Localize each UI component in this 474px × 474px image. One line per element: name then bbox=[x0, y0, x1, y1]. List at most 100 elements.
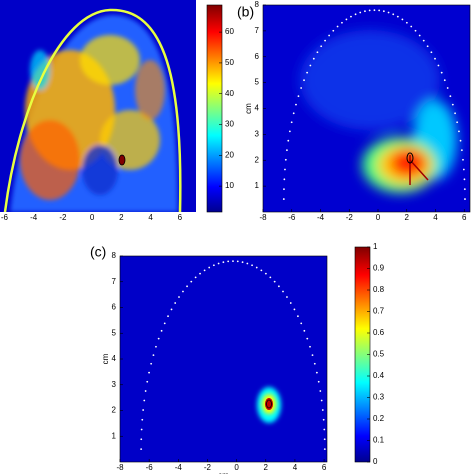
x-tick-label: -8 bbox=[259, 213, 267, 222]
boundary-dot bbox=[459, 139, 462, 142]
x-tick-label: -2 bbox=[346, 213, 354, 222]
boundary-dot bbox=[311, 354, 314, 357]
boundary-dot bbox=[434, 57, 436, 60]
boundary-dot bbox=[309, 64, 312, 67]
boundary-dot bbox=[306, 337, 309, 340]
boundary-dot bbox=[443, 79, 446, 82]
boundary-dot bbox=[288, 130, 291, 133]
boundary-dot bbox=[463, 188, 466, 191]
boundary-dot bbox=[437, 64, 440, 67]
boundary-dot bbox=[208, 266, 211, 269]
x-tick-label: 4 bbox=[293, 463, 298, 472]
boundary-dot bbox=[186, 285, 188, 288]
boundary-dot bbox=[282, 290, 284, 293]
boundary-dot bbox=[163, 322, 166, 325]
y-tick-label: 2 bbox=[255, 155, 260, 164]
x-tick-label: -2 bbox=[59, 213, 67, 222]
boundary-dot bbox=[336, 25, 339, 28]
boundary-dot bbox=[190, 280, 193, 283]
boundary-dot bbox=[227, 260, 230, 263]
boundary-dot bbox=[255, 266, 258, 269]
boundary-dot bbox=[440, 71, 443, 74]
boundary-dot bbox=[332, 29, 335, 32]
boundary-dot bbox=[282, 198, 285, 200]
boundary-dot bbox=[293, 308, 296, 311]
x-tick-label: 4 bbox=[148, 213, 153, 222]
boundary-dot bbox=[303, 79, 305, 82]
boundary-dot bbox=[300, 322, 303, 325]
boundary-dot bbox=[382, 10, 385, 13]
boundary-dot bbox=[174, 302, 177, 304]
boundary-dot bbox=[316, 51, 319, 54]
boundary-dot bbox=[317, 380, 320, 383]
colorbar-tick-label: 0.8 bbox=[373, 285, 385, 294]
x-tick-label: 0 bbox=[90, 213, 95, 222]
boundary-dot bbox=[251, 264, 253, 267]
y-tick-label: 8 bbox=[112, 251, 117, 260]
boundary-dot bbox=[143, 399, 146, 402]
boundary-dot bbox=[458, 130, 460, 133]
boundary-dot bbox=[148, 371, 150, 374]
x-tick-label: 2 bbox=[119, 213, 124, 222]
y-tick-label: 1 bbox=[255, 181, 260, 190]
boundary-dot bbox=[140, 448, 143, 451]
colorbar-tick-label: 0.9 bbox=[373, 264, 385, 273]
x-tick-label: 0 bbox=[234, 463, 239, 472]
boundary-dot bbox=[141, 418, 144, 421]
colorbar bbox=[206, 4, 223, 213]
y-tick-label: 5 bbox=[112, 328, 117, 337]
boundary-dot bbox=[241, 261, 244, 264]
boundary-dot bbox=[464, 198, 466, 200]
y-tick-label: 1 bbox=[112, 431, 117, 440]
panel-label: (b) bbox=[237, 4, 254, 20]
y-tick-label: 4 bbox=[255, 104, 260, 113]
y-axis-label: cm bbox=[244, 103, 253, 114]
boundary-dot bbox=[140, 438, 143, 441]
boundary-dot bbox=[323, 428, 326, 431]
y-tick-label: 3 bbox=[255, 129, 260, 138]
y-tick-label: 6 bbox=[112, 303, 117, 312]
boundary-dot bbox=[328, 34, 331, 37]
boundary-dot bbox=[368, 9, 371, 12]
boundary-dot bbox=[260, 269, 263, 272]
boundary-dot bbox=[155, 345, 157, 348]
boundary-dot bbox=[341, 21, 343, 24]
boundary-dot bbox=[283, 188, 285, 191]
boundary-dot bbox=[312, 57, 315, 60]
y-tick-label: 8 bbox=[255, 0, 260, 9]
boundary-dot bbox=[199, 272, 201, 275]
x-tick-label: -6 bbox=[288, 213, 296, 222]
boundary-dot bbox=[160, 329, 163, 332]
boundary-dot bbox=[456, 121, 459, 124]
boundary-dot bbox=[418, 34, 421, 37]
x-tick-label: -8 bbox=[116, 463, 124, 472]
boundary-dot bbox=[292, 112, 295, 115]
boundary-dot bbox=[246, 262, 249, 265]
boundary-dot bbox=[387, 11, 390, 14]
y-axis-label: cm bbox=[101, 353, 110, 364]
boundary-dot bbox=[354, 13, 357, 16]
boundary-dot bbox=[295, 103, 297, 106]
boundary-dot bbox=[286, 296, 288, 298]
boundary-dot bbox=[426, 45, 429, 48]
boundary-dot bbox=[146, 380, 149, 383]
boundary-dot bbox=[167, 315, 169, 318]
boundary-dot bbox=[150, 362, 153, 365]
boundary-dot bbox=[264, 272, 267, 275]
boundary-dot bbox=[140, 428, 143, 431]
colorbar-tick-label: 30 bbox=[225, 120, 234, 129]
boundary-dot bbox=[396, 15, 399, 18]
boundary-dot bbox=[236, 260, 239, 263]
boundary-dot bbox=[232, 260, 234, 263]
x-tick-label: 2 bbox=[405, 213, 410, 222]
colorbar-tick-label: 0.5 bbox=[373, 350, 385, 359]
boundary-dot bbox=[322, 418, 325, 421]
boundary-dot bbox=[212, 264, 215, 267]
colorbar-tick-label: 0.4 bbox=[373, 371, 385, 380]
boundary-dot bbox=[454, 112, 456, 115]
colorbar-tick-label: 0.1 bbox=[373, 436, 385, 445]
x-tick-label: -2 bbox=[204, 463, 212, 472]
boundary-dot bbox=[170, 308, 173, 311]
boundary-dot bbox=[323, 438, 326, 441]
